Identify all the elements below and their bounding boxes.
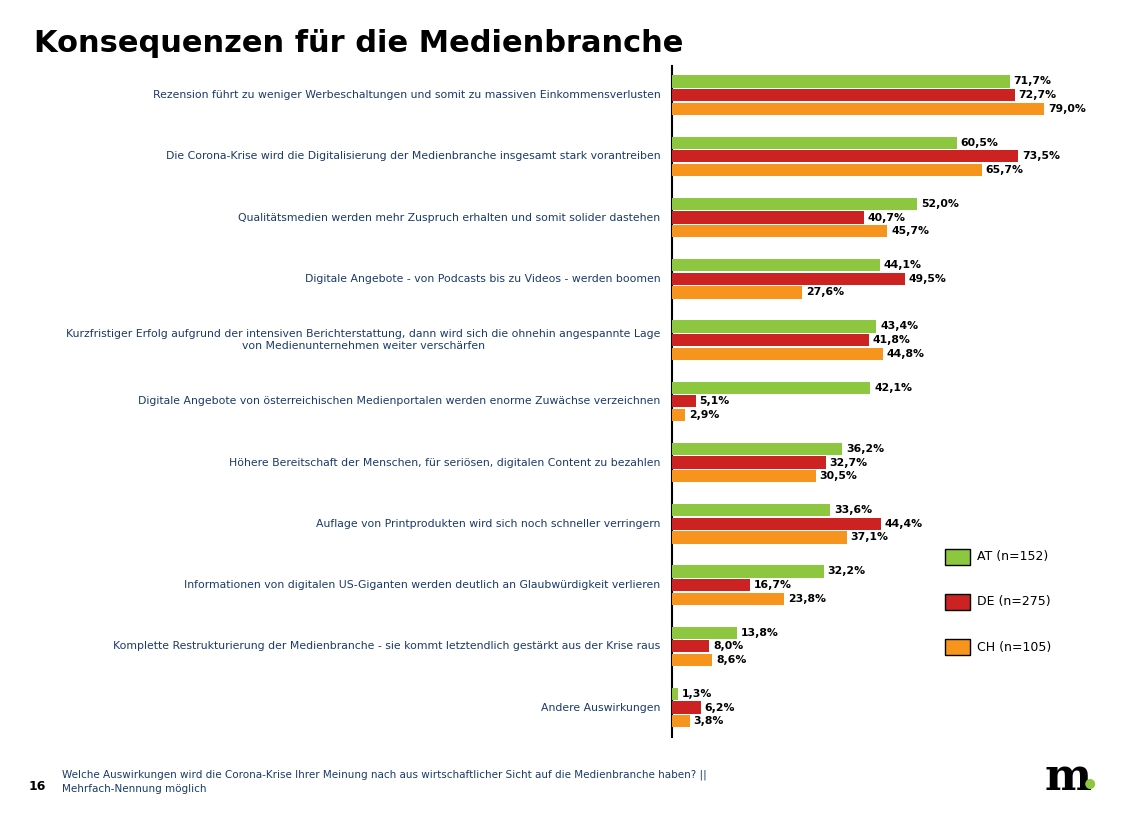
Text: 43,4%: 43,4%	[881, 322, 918, 332]
Text: Konsequenzen für die Medienbranche: Konsequenzen für die Medienbranche	[34, 29, 683, 57]
Text: 5,1%: 5,1%	[700, 396, 729, 406]
Text: Die Corona-Krise wird die Digitalisierung der Medienbranche insgesamt stark vora: Die Corona-Krise wird die Digitalisierun…	[166, 152, 660, 161]
Bar	[672, 75, 1009, 88]
Bar	[672, 334, 869, 346]
Bar	[672, 102, 1044, 115]
Text: Rezension führt zu weniger Werbeschaltungen und somit zu massiven Einkommensverl: Rezension führt zu weniger Werbeschaltun…	[152, 90, 660, 100]
Text: 32,7%: 32,7%	[830, 458, 868, 468]
Text: 45,7%: 45,7%	[891, 226, 929, 236]
Bar	[672, 320, 876, 333]
Text: 42,1%: 42,1%	[874, 382, 912, 393]
Text: 16: 16	[28, 780, 45, 793]
Bar	[672, 456, 826, 468]
Bar	[672, 654, 712, 666]
Bar	[672, 688, 677, 700]
Text: 23,8%: 23,8%	[788, 594, 825, 604]
Text: 44,1%: 44,1%	[884, 260, 921, 270]
Text: .: .	[1080, 748, 1099, 799]
Bar	[672, 715, 690, 727]
Bar	[672, 592, 784, 604]
Text: Digitale Angebote von österreichischen Medienportalen werden enorme Zuwächse ver: Digitale Angebote von österreichischen M…	[138, 396, 660, 406]
Bar	[672, 470, 815, 482]
Bar	[672, 565, 823, 577]
Text: Welche Auswirkungen wird die Corona-Krise Ihrer Meinung nach aus wirtschaftliche: Welche Auswirkungen wird die Corona-Kris…	[62, 769, 707, 780]
Text: Informationen von digitalen US-Giganten werden deutlich an Glaubwürdigkeit verli: Informationen von digitalen US-Giganten …	[184, 580, 660, 590]
Text: 33,6%: 33,6%	[834, 505, 872, 515]
Text: 79,0%: 79,0%	[1048, 104, 1086, 114]
Text: 2,9%: 2,9%	[689, 410, 719, 420]
Bar	[672, 137, 957, 149]
Text: CH (n=105): CH (n=105)	[977, 640, 1051, 654]
Bar	[672, 347, 883, 360]
Text: 73,5%: 73,5%	[1022, 152, 1060, 161]
Bar	[672, 627, 737, 639]
Bar	[672, 273, 905, 285]
Text: Komplette Restrukturierung der Medienbranche - sie kommt letztendlich gestärkt a: Komplette Restrukturierung der Medienbra…	[113, 641, 660, 651]
Bar	[672, 259, 879, 271]
Bar	[672, 225, 887, 238]
Bar	[672, 211, 864, 224]
Text: Andere Auswirkungen: Andere Auswirkungen	[541, 703, 660, 713]
Text: Digitale Angebote - von Podcasts bis zu Videos - werden boomen: Digitale Angebote - von Podcasts bis zu …	[305, 274, 660, 284]
Text: 32,2%: 32,2%	[828, 567, 866, 577]
Text: Auflage von Printprodukten wird sich noch schneller verringern: Auflage von Printprodukten wird sich noc…	[316, 518, 660, 529]
Text: 72,7%: 72,7%	[1018, 90, 1057, 100]
Text: m: m	[1044, 755, 1092, 799]
Text: 49,5%: 49,5%	[909, 274, 947, 284]
Text: 8,0%: 8,0%	[714, 641, 744, 651]
Text: AT (n=152): AT (n=152)	[977, 550, 1048, 563]
Bar	[672, 409, 685, 421]
Text: 13,8%: 13,8%	[741, 627, 779, 638]
Bar	[672, 505, 830, 516]
Text: 37,1%: 37,1%	[850, 532, 889, 542]
Bar	[672, 382, 870, 394]
Bar	[672, 443, 842, 455]
Text: 3,8%: 3,8%	[693, 716, 724, 726]
Bar	[672, 150, 1018, 162]
Text: 6,2%: 6,2%	[704, 703, 735, 713]
Bar	[672, 532, 847, 544]
Text: 8,6%: 8,6%	[716, 655, 746, 665]
Text: Qualitätsmedien werden mehr Zuspruch erhalten und somit solider dastehen: Qualitätsmedien werden mehr Zuspruch erh…	[238, 213, 660, 223]
Text: 30,5%: 30,5%	[820, 471, 857, 481]
Text: 44,8%: 44,8%	[886, 349, 925, 359]
Text: 40,7%: 40,7%	[867, 213, 905, 223]
Text: 41,8%: 41,8%	[873, 335, 910, 345]
Bar	[672, 579, 751, 591]
Bar	[672, 89, 1015, 102]
Bar	[672, 164, 981, 176]
Text: 44,4%: 44,4%	[885, 518, 924, 529]
Text: 16,7%: 16,7%	[754, 580, 793, 590]
Bar	[672, 287, 802, 298]
Bar	[672, 518, 881, 530]
Text: 65,7%: 65,7%	[986, 165, 1023, 175]
Text: 36,2%: 36,2%	[847, 444, 884, 454]
Text: DE (n=275): DE (n=275)	[977, 595, 1050, 609]
Bar	[672, 198, 917, 210]
Text: Mehrfach-Nennung möglich: Mehrfach-Nennung möglich	[62, 785, 207, 794]
Bar	[672, 640, 709, 653]
Text: Höhere Bereitschaft der Menschen, für seriösen, digitalen Content zu bezahlen: Höhere Bereitschaft der Menschen, für se…	[229, 458, 660, 468]
Text: Kurzfristiger Erfolg aufgrund der intensiven Berichterstattung, dann wird sich d: Kurzfristiger Erfolg aufgrund der intens…	[67, 329, 660, 351]
Text: 27,6%: 27,6%	[806, 287, 843, 297]
Text: 52,0%: 52,0%	[921, 199, 959, 209]
Text: 71,7%: 71,7%	[1014, 76, 1051, 87]
Text: 1,3%: 1,3%	[682, 689, 712, 699]
Text: 60,5%: 60,5%	[961, 138, 999, 147]
Bar	[672, 396, 695, 407]
Bar	[672, 701, 701, 713]
